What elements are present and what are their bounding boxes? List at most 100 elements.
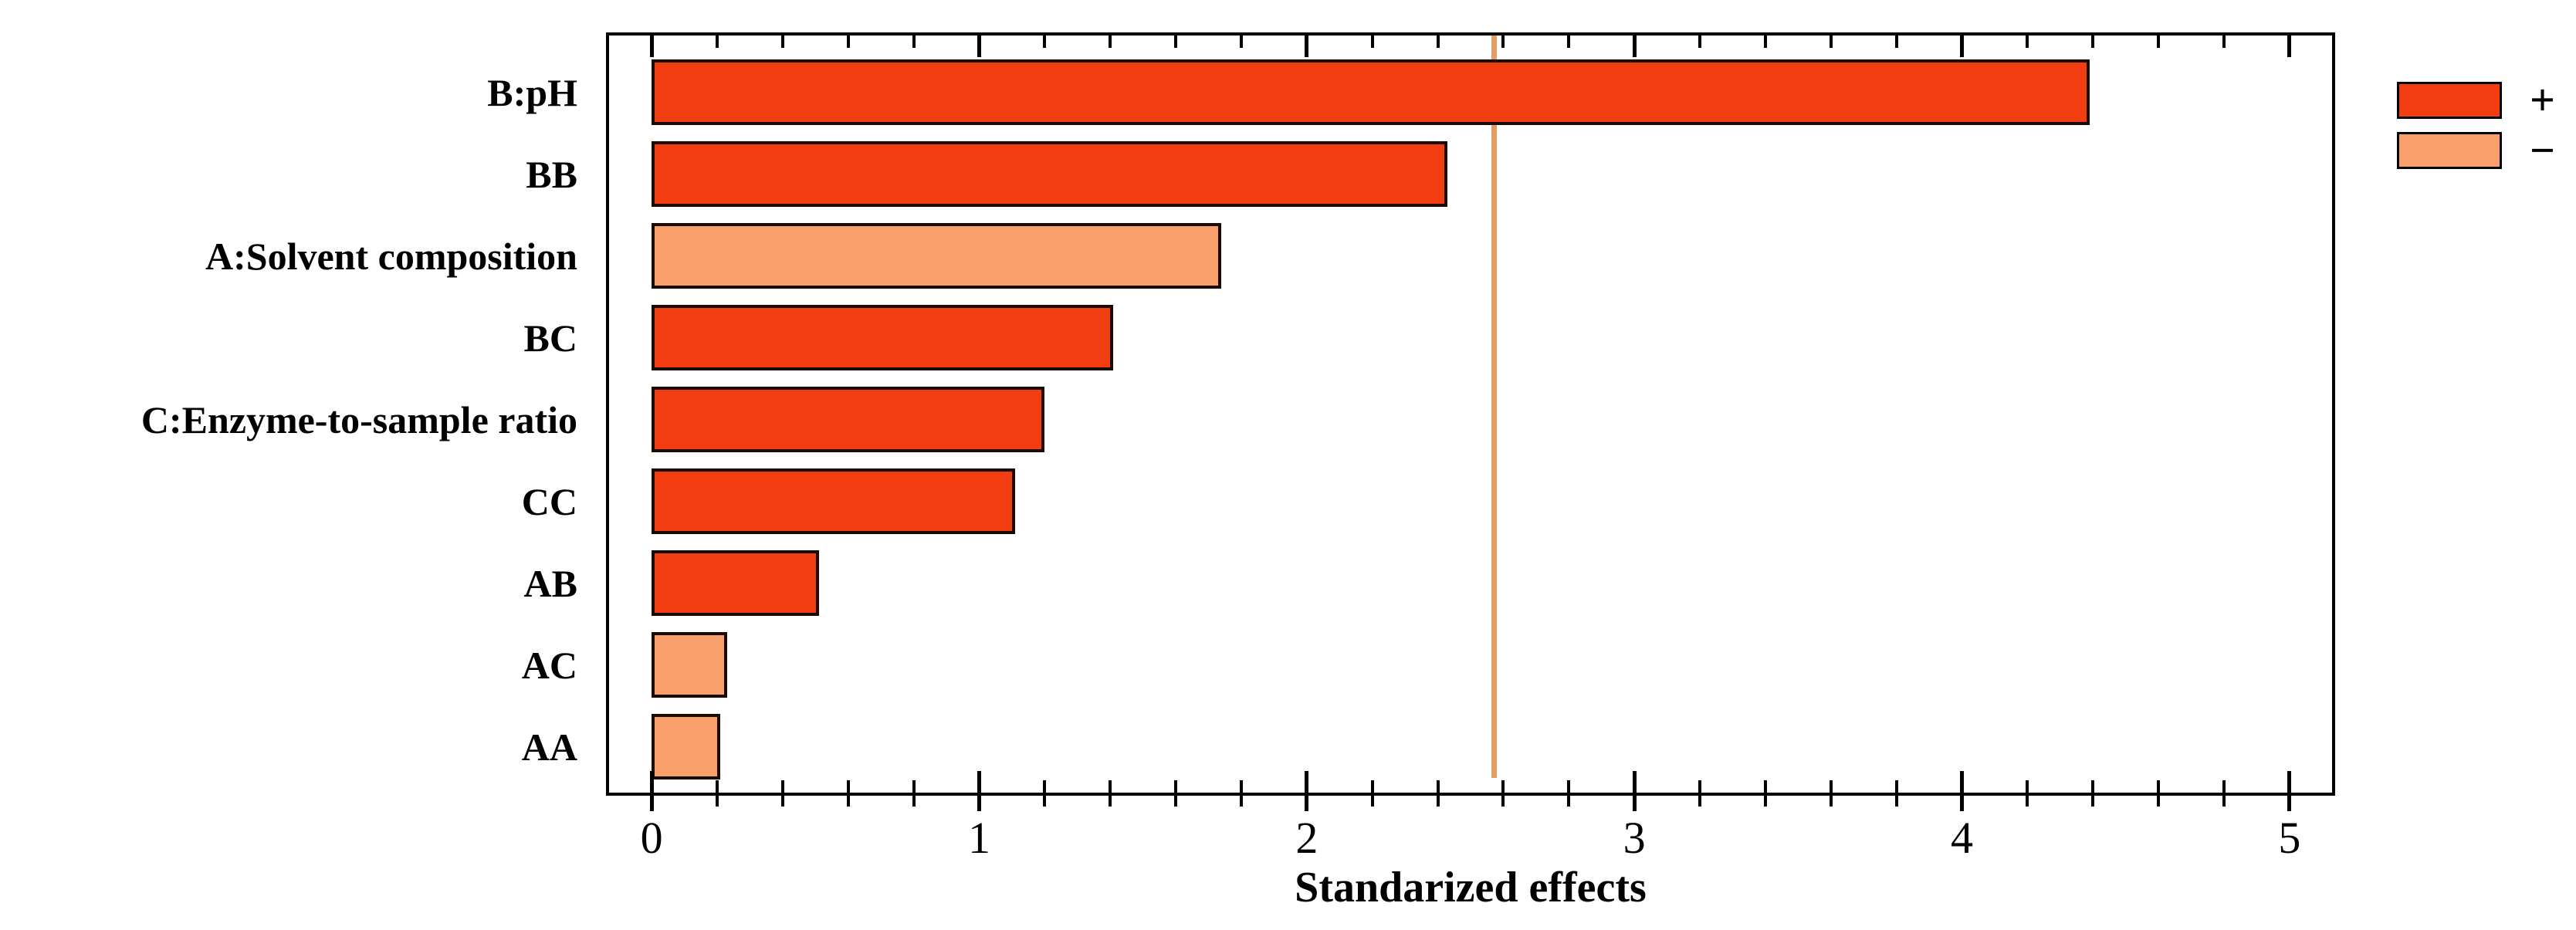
x-tick-top bbox=[1109, 36, 1112, 48]
x-tick-bottom-outer bbox=[977, 796, 981, 811]
x-tick-top bbox=[2091, 36, 2095, 48]
x-tick-top bbox=[1632, 36, 1637, 57]
y-axis-label: A:Solvent composition bbox=[205, 234, 577, 278]
x-tick-bottom bbox=[1567, 780, 1571, 793]
x-tick-bottom bbox=[912, 780, 916, 793]
x-tick-bottom bbox=[1305, 771, 1309, 793]
bar-A:Solvent composition bbox=[652, 223, 1222, 289]
x-tick-top bbox=[2026, 36, 2029, 48]
x-tick-top bbox=[2287, 36, 2292, 57]
x-tick-bottom bbox=[846, 780, 850, 793]
x-tick-bottom bbox=[2287, 771, 2292, 793]
x-tick-top bbox=[1894, 36, 1898, 48]
x-tick-bottom bbox=[1763, 780, 1767, 793]
x-tick-bottom bbox=[1436, 780, 1440, 793]
legend-entry-negative: − bbox=[2397, 125, 2556, 175]
x-tick-bottom-outer bbox=[1305, 796, 1309, 811]
x-tick-bottom bbox=[1632, 771, 1637, 793]
x-tick-label: 0 bbox=[640, 813, 663, 863]
legend-label-negative: − bbox=[2530, 125, 2556, 175]
x-tick-bottom-outer bbox=[846, 796, 850, 807]
x-tick-bottom-outer bbox=[2222, 796, 2226, 807]
x-tick-top bbox=[1698, 36, 1702, 48]
bar-AC bbox=[652, 632, 727, 698]
x-tick-top bbox=[2157, 36, 2161, 48]
y-axis-label: AA bbox=[521, 725, 577, 769]
x-tick-label: 5 bbox=[2278, 813, 2301, 863]
x-tick-bottom-outer bbox=[780, 796, 784, 807]
x-tick-bottom-outer bbox=[1436, 796, 1440, 807]
legend-label-positive: + bbox=[2530, 75, 2556, 125]
x-tick-top bbox=[1174, 36, 1178, 48]
y-axis-label: AC bbox=[521, 643, 577, 687]
x-tick-bottom-outer bbox=[1174, 796, 1178, 807]
legend-swatch-negative bbox=[2397, 132, 2502, 169]
x-tick-bottom bbox=[716, 780, 719, 793]
x-tick-bottom bbox=[1109, 780, 1112, 793]
y-axis-label: BB bbox=[526, 152, 577, 196]
x-tick-bottom-outer bbox=[1501, 796, 1505, 807]
x-tick-bottom-outer bbox=[1239, 796, 1243, 807]
plot-area bbox=[606, 32, 2335, 811]
bar-AA bbox=[652, 714, 721, 780]
x-tick-bottom-outer bbox=[1960, 796, 1964, 811]
x-tick-bottom-outer bbox=[912, 796, 916, 807]
legend-swatch-positive bbox=[2397, 82, 2502, 119]
x-tick-top bbox=[846, 36, 850, 48]
x-tick-bottom bbox=[2026, 780, 2029, 793]
x-tick-bottom bbox=[1829, 780, 1833, 793]
bar-C:Enzyme-to-sample ratio bbox=[652, 387, 1045, 452]
x-tick-top bbox=[1239, 36, 1243, 48]
x-tick-top bbox=[1960, 36, 1964, 57]
x-tick-label: 1 bbox=[967, 813, 990, 863]
bar-B:pH bbox=[652, 59, 2090, 125]
x-tick-top bbox=[716, 36, 719, 48]
x-tick-top bbox=[780, 36, 784, 48]
x-tick-top bbox=[1370, 36, 1374, 48]
x-tick-bottom bbox=[1894, 780, 1898, 793]
x-tick-bottom-outer bbox=[2287, 796, 2292, 811]
x-tick-bottom-outer bbox=[716, 796, 719, 807]
x-tick-bottom-outer bbox=[2157, 796, 2161, 807]
x-tick-bottom-outer bbox=[1370, 796, 1374, 807]
x-tick-bottom-outer bbox=[1043, 796, 1047, 807]
x-tick-top bbox=[1043, 36, 1047, 48]
y-axis-label: CC bbox=[521, 479, 577, 523]
x-tick-top bbox=[977, 36, 981, 57]
bar-BB bbox=[652, 141, 1448, 207]
x-tick-top bbox=[2222, 36, 2226, 48]
x-tick-bottom-outer bbox=[1698, 796, 1702, 807]
x-tick-bottom bbox=[1239, 780, 1243, 793]
x-tick-bottom-outer bbox=[1567, 796, 1571, 807]
x-tick-bottom bbox=[1370, 780, 1374, 793]
bar-AB bbox=[652, 550, 819, 616]
x-tick-bottom bbox=[1698, 780, 1702, 793]
x-tick-bottom-outer bbox=[1829, 796, 1833, 807]
x-tick-bottom-outer bbox=[1109, 796, 1112, 807]
x-axis-title: Standarized effects bbox=[1295, 864, 1647, 911]
x-tick-top bbox=[1501, 36, 1505, 48]
x-tick-bottom bbox=[977, 771, 981, 793]
x-tick-bottom bbox=[2157, 780, 2161, 793]
x-tick-top bbox=[1305, 36, 1309, 57]
x-tick-bottom bbox=[2222, 780, 2226, 793]
x-tick-top bbox=[1829, 36, 1833, 48]
bar-BC bbox=[652, 305, 1114, 370]
bar-CC bbox=[652, 468, 1016, 534]
x-tick-label: 3 bbox=[1623, 813, 1646, 863]
x-tick-bottom bbox=[1501, 780, 1505, 793]
x-tick-top bbox=[1436, 36, 1440, 48]
x-tick-bottom-outer bbox=[1763, 796, 1767, 807]
x-tick-label: 4 bbox=[1951, 813, 1973, 863]
significance-reference-line bbox=[1491, 36, 1497, 778]
x-tick-bottom bbox=[649, 771, 654, 793]
x-tick-top bbox=[912, 36, 916, 48]
x-tick-bottom-outer bbox=[1894, 796, 1898, 807]
legend: + − bbox=[2397, 75, 2556, 182]
y-axis-label: B:pH bbox=[487, 70, 577, 114]
x-tick-bottom-outer bbox=[649, 796, 654, 811]
x-tick-bottom bbox=[2091, 780, 2095, 793]
x-tick-bottom bbox=[1960, 771, 1964, 793]
x-tick-top bbox=[649, 36, 654, 57]
